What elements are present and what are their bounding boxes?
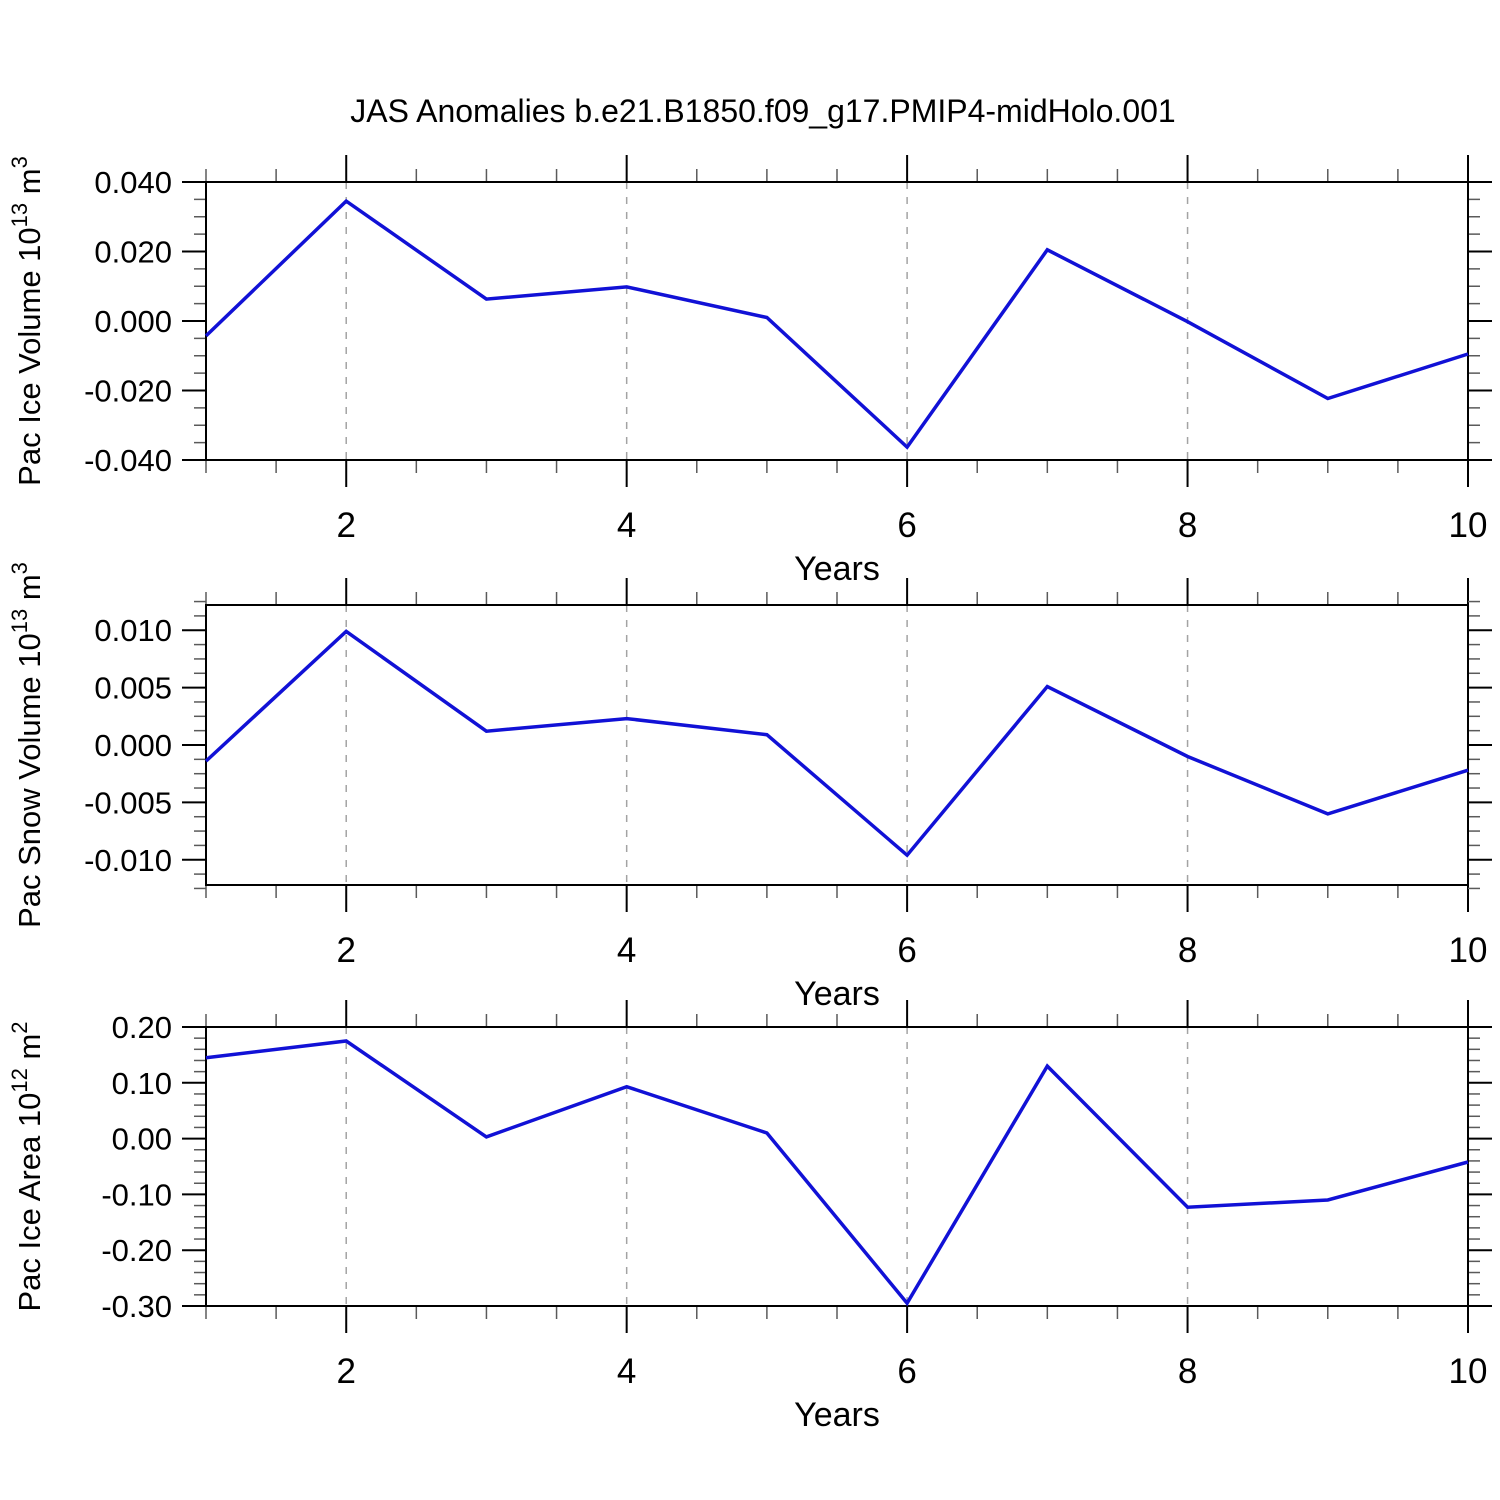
chart-title: JAS Anomalies b.e21.B1850.f09_g17.PMIP4-… [350,93,1176,129]
y-axis-title: Pac Ice Volume 1013 m3 [7,156,47,486]
x-tick-label: 2 [336,931,355,970]
y-tick-label: -0.10 [101,1177,172,1212]
series-line [204,629,1469,858]
x-tick-label: 10 [1449,931,1488,970]
x-tick-label: 10 [1449,506,1488,545]
panel-2: 0.010 0.005 0.000 -0.005 -0.010 2 4 6 8 10 Years Pa… [7,562,1492,1013]
series-line [205,1039,1469,1307]
series-line [204,198,1469,450]
x-tick-label: 2 [336,506,355,545]
x-tick-label: 10 [1449,1352,1488,1391]
x-axis-title: Years [794,550,880,588]
x-tick-label: 6 [897,1352,916,1391]
x-tick-label: 6 [897,931,916,970]
plot-frame [205,604,1469,886]
y-tick-label: -0.010 [84,843,172,878]
y-tick-label: 0.040 [94,165,172,200]
y-tick-label: 0.00 [112,1122,172,1157]
x-tick-label: 6 [897,506,916,545]
y-tick-label: -0.020 [84,374,172,409]
plot-frame [205,1026,1469,1307]
y-tick-label: -0.005 [84,785,172,820]
panel-1: 0.040 0.020 0.000 -0.020 -0.040 2 4 6 8 10 Years Pa… [7,155,1492,588]
y-tick-label: 0.000 [94,304,172,339]
y-tick-label: -0.040 [84,443,172,478]
y-tick-label: -0.20 [101,1233,172,1268]
x-axis-title: Years [794,1396,880,1434]
x-tick-label: 4 [617,931,636,970]
y-tick-label: 0.010 [94,613,172,648]
y-axis-title: Pac Snow Volume 1013 m3 [7,562,47,928]
x-tick-label: 8 [1178,506,1197,545]
y-tick-label: 0.10 [112,1066,172,1101]
x-tick-label: 8 [1178,1352,1197,1391]
x-tick-label: 4 [617,506,636,545]
y-tick-label: 0.20 [112,1010,172,1045]
y-tick-label: 0.005 [94,671,172,706]
panel-3: 0.20 0.10 0.00 -0.10 -0.20 -0.30 2 4 6 8 10 Years Pa… [7,1000,1492,1434]
y-tick-label: 0.000 [94,728,172,763]
y-tick-label: -0.30 [101,1289,172,1324]
x-tick-label: 2 [336,1352,355,1391]
x-tick-label: 8 [1178,931,1197,970]
x-axis-title: Years [794,975,880,1013]
x-tick-label: 4 [617,1352,636,1391]
y-axis-title: Pac Ice Area 1012 m2 [7,1021,47,1311]
y-tick-label: 0.020 [94,235,172,270]
plot-frame [205,181,1469,461]
